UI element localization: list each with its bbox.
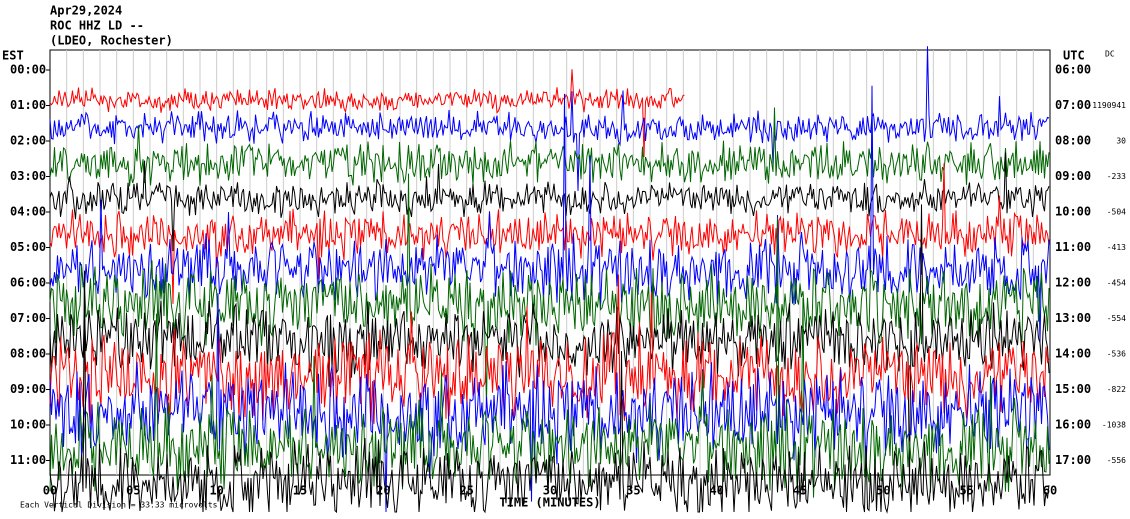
right-label: 12:00	[1055, 276, 1091, 290]
right-label: 15:00	[1055, 382, 1091, 396]
dc-value: 30	[1116, 137, 1126, 146]
left-label: 02:00	[10, 134, 46, 148]
right-label: 17:00	[1055, 453, 1091, 467]
header-line: Apr29,2024	[50, 4, 122, 18]
dc-value: -413	[1107, 243, 1126, 252]
right-label: 07:00	[1055, 98, 1091, 112]
right-label: 11:00	[1055, 240, 1091, 254]
trace	[49, 204, 1050, 482]
x-label: 55	[959, 484, 973, 498]
x-label: 25	[459, 484, 473, 498]
dc-value: -554	[1107, 314, 1126, 323]
header-line: ROC HHZ LD --	[50, 19, 144, 33]
trace	[49, 46, 1050, 191]
dc-value: -454	[1107, 279, 1126, 288]
left-label: 09:00	[10, 382, 46, 396]
left-label: 07:00	[10, 311, 46, 325]
x-label: 30	[543, 484, 557, 498]
dc-value: -1038	[1102, 421, 1126, 430]
left-label: 01:00	[10, 98, 46, 112]
trace	[49, 173, 1050, 405]
dc-value: -233	[1107, 172, 1126, 181]
x-label: 10	[209, 484, 223, 498]
trace	[49, 152, 1050, 252]
x-label: 40	[709, 484, 723, 498]
left-label: 11:00	[10, 453, 46, 467]
traces	[49, 46, 1050, 514]
right-axis-title: UTC	[1063, 49, 1085, 63]
labels: 00:00 01:00 02:00 03:00 04:00 05:00 06:00 07:00…	[10, 63, 1126, 498]
x-label: 45	[793, 484, 807, 498]
dc-value: -822	[1107, 385, 1126, 394]
x-label: 60	[1043, 484, 1057, 498]
trace	[49, 85, 1050, 343]
left-label: 06:00	[10, 276, 46, 290]
dc-value: -536	[1107, 350, 1126, 359]
left-label: 03:00	[10, 169, 46, 183]
right-label: 09:00	[1055, 169, 1091, 183]
left-label: 04:00	[10, 205, 46, 219]
right-label: 16:00	[1055, 418, 1091, 432]
right-label: 08:00	[1055, 134, 1091, 148]
trace	[49, 107, 1050, 187]
x-label: 05	[126, 484, 140, 498]
right-label: 13:00	[1055, 311, 1091, 325]
right-label: 10:00	[1055, 205, 1091, 219]
trace	[49, 270, 1050, 514]
header-line: (LDEO, Rochester)	[50, 34, 173, 48]
x-label: 00	[43, 484, 57, 498]
right-label: 14:00	[1055, 347, 1091, 361]
left-label: 00:00	[10, 63, 46, 77]
left-axis-title: EST	[2, 49, 24, 63]
x-axis-title: TIME (MINUTES)	[499, 496, 600, 510]
trace	[49, 69, 685, 158]
dc-title: DC	[1105, 50, 1115, 59]
x-label: 35	[626, 484, 640, 498]
footer: Each Vertical Division = 33.33 microvolt…	[20, 501, 218, 510]
x-label: 15	[293, 484, 307, 498]
right-label: 06:00	[1055, 63, 1091, 77]
left-label: 10:00	[10, 418, 46, 432]
dc-value: -1190941	[1087, 101, 1126, 110]
dc-value: -556	[1107, 456, 1126, 465]
x-label: 20	[376, 484, 390, 498]
left-label: 08:00	[10, 347, 46, 361]
x-label: 50	[876, 484, 890, 498]
left-label: 05:00	[10, 240, 46, 254]
dc-value: -504	[1107, 208, 1126, 217]
